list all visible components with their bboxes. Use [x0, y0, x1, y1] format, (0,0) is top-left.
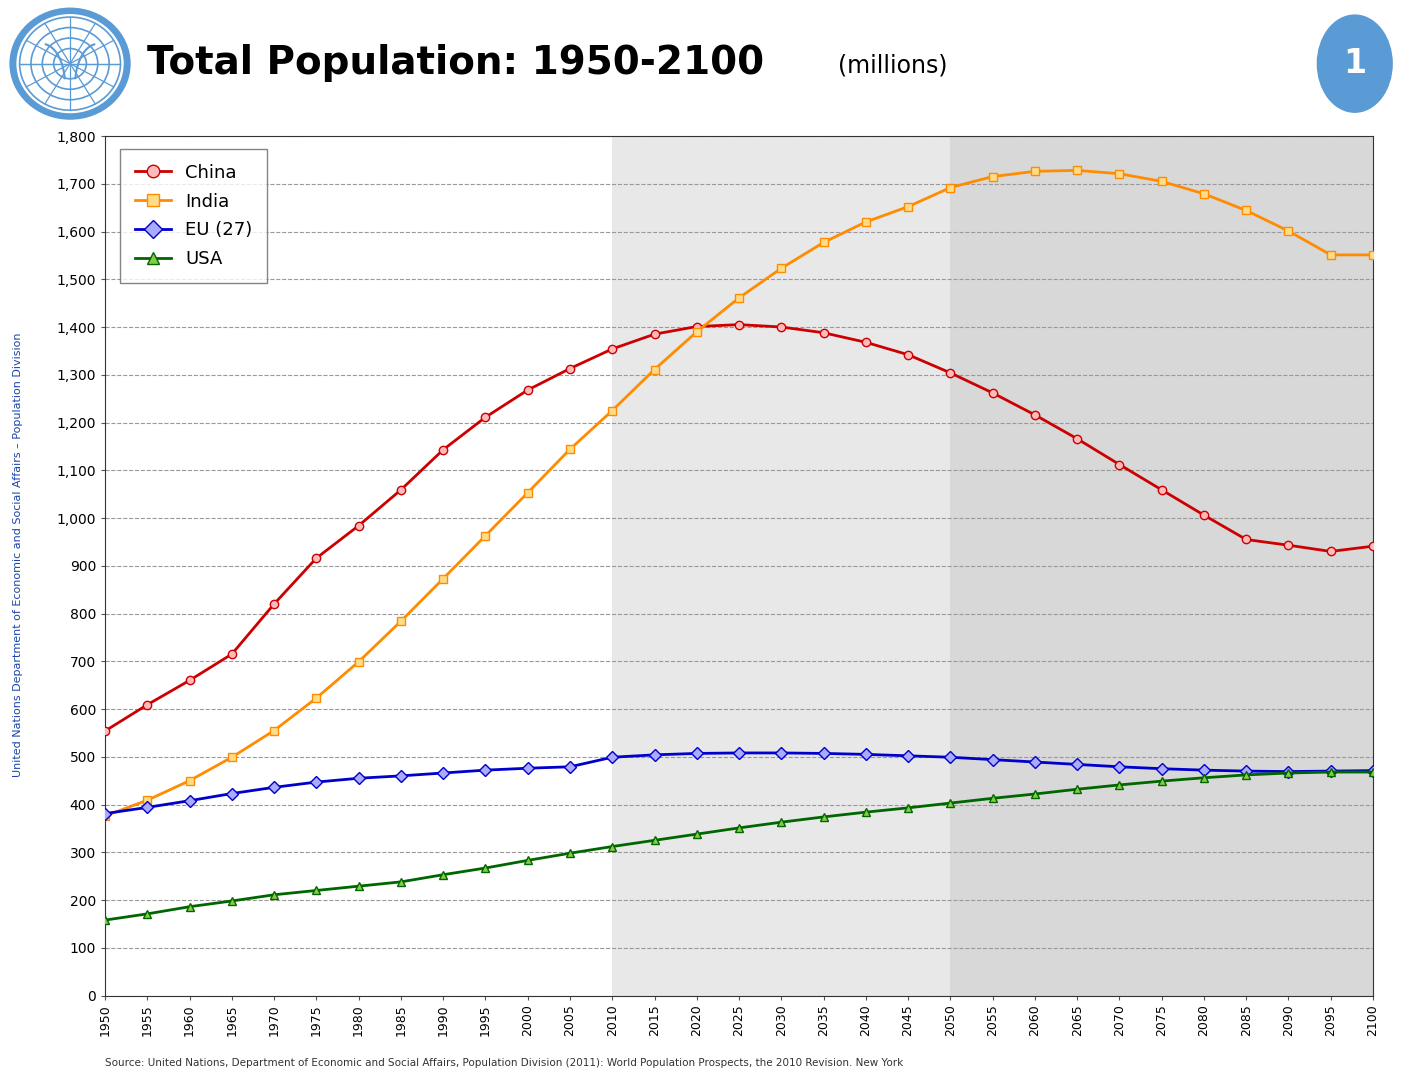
Circle shape — [1317, 15, 1393, 112]
Text: Source: United Nations, Department of Economic and Social Affairs, Population Di: Source: United Nations, Department of Ec… — [105, 1059, 904, 1068]
Text: United Nations Department of Economic and Social Affairs – Population Division: United Nations Department of Economic an… — [13, 333, 24, 777]
Bar — [950, 136, 1373, 996]
Legend: China, India, EU (27), USA: China, India, EU (27), USA — [120, 149, 268, 283]
Text: (millions): (millions) — [838, 53, 947, 77]
Text: 1: 1 — [1344, 47, 1366, 81]
Text: Total Population: 1950-2100: Total Population: 1950-2100 — [147, 45, 764, 82]
Circle shape — [11, 9, 129, 119]
Bar — [612, 136, 950, 996]
Circle shape — [17, 15, 123, 112]
